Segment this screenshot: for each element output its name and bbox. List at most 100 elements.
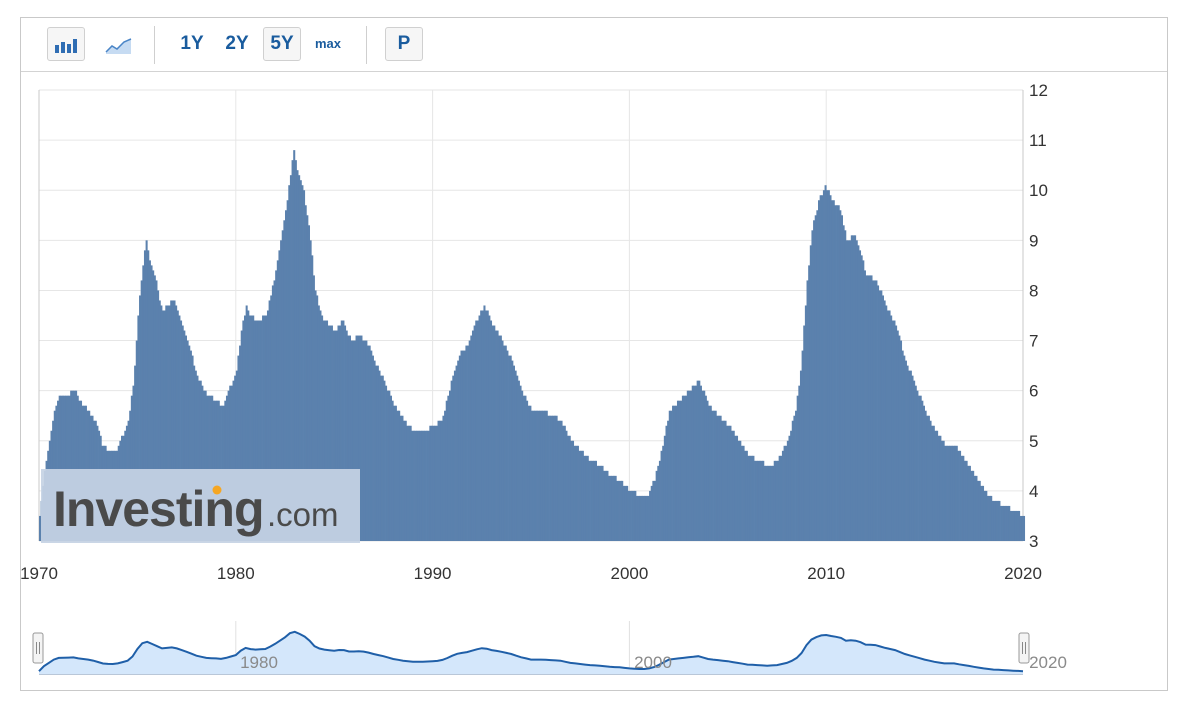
bar <box>585 455 588 541</box>
bar <box>501 340 504 541</box>
bar <box>703 390 706 541</box>
navigator-right-handle[interactable] <box>1018 632 1030 664</box>
bar <box>296 170 299 541</box>
bar <box>130 395 133 541</box>
bar <box>945 445 948 541</box>
bar <box>465 345 468 541</box>
navigator-label: 2000 <box>634 653 672 672</box>
bar <box>311 255 314 541</box>
bar <box>535 410 538 541</box>
y-tick-label: 11 <box>1029 131 1047 150</box>
bar <box>183 330 186 541</box>
bar <box>862 260 865 541</box>
bar <box>430 425 433 541</box>
bar <box>706 400 709 541</box>
bar <box>975 475 978 541</box>
bar <box>299 180 302 541</box>
bar <box>1023 515 1026 541</box>
bar <box>941 440 944 541</box>
bar <box>329 325 332 541</box>
bar <box>614 475 617 541</box>
p-button[interactable]: P <box>385 27 423 61</box>
bar <box>358 335 361 541</box>
bar <box>494 330 497 541</box>
bar <box>918 395 921 541</box>
bar <box>491 325 494 541</box>
bar <box>570 440 573 541</box>
bar <box>594 460 597 541</box>
range-button-max[interactable]: max <box>314 36 342 51</box>
bar <box>432 425 435 541</box>
bar <box>257 320 260 541</box>
bar <box>463 350 466 541</box>
bar <box>239 345 242 541</box>
bar <box>583 455 586 541</box>
bar <box>860 255 863 541</box>
navigator[interactable]: 1980 2000 2020 <box>21 18 1167 690</box>
bar <box>637 495 640 541</box>
bar <box>818 200 821 541</box>
area-chart-button[interactable] <box>99 27 137 61</box>
bar <box>265 315 268 541</box>
bar <box>309 240 312 542</box>
bar <box>539 410 542 541</box>
bar <box>498 335 501 541</box>
range-button-5y[interactable]: 5Y <box>263 27 301 61</box>
bar <box>298 175 301 541</box>
bar <box>247 310 250 541</box>
bar <box>173 300 176 541</box>
bar <box>512 365 515 541</box>
bar <box>280 240 283 542</box>
bar <box>711 410 714 541</box>
bar <box>485 310 488 541</box>
bar <box>558 420 561 541</box>
bar <box>732 430 735 541</box>
bar <box>1003 505 1006 541</box>
bar <box>71 390 74 541</box>
y-tick-label: 10 <box>1029 181 1048 200</box>
bar <box>547 415 550 541</box>
bar <box>281 230 284 542</box>
bar <box>670 410 673 541</box>
bar <box>660 450 663 541</box>
bar <box>545 410 548 541</box>
bar <box>386 390 389 541</box>
bar <box>737 440 740 541</box>
bar <box>857 245 860 541</box>
bar <box>852 235 855 542</box>
bar <box>854 235 857 542</box>
bar <box>163 310 166 541</box>
bar <box>867 275 870 541</box>
range-button-1y[interactable]: 1Y <box>180 33 204 54</box>
bar <box>824 185 827 541</box>
range-button-2y[interactable]: 2Y <box>225 33 249 54</box>
bar <box>511 360 514 541</box>
bar <box>142 265 145 541</box>
bar <box>996 500 999 541</box>
bar <box>977 480 980 541</box>
bar <box>460 350 463 541</box>
bar <box>529 405 532 541</box>
bar <box>478 315 481 541</box>
bar <box>357 335 360 541</box>
bar-chart-button[interactable] <box>47 27 85 61</box>
bar <box>75 390 78 541</box>
bar <box>317 305 320 541</box>
bar <box>849 240 852 542</box>
bar <box>729 425 732 541</box>
bar <box>719 415 722 541</box>
bar <box>134 365 137 541</box>
bar <box>327 325 330 541</box>
bar <box>285 210 288 541</box>
bar <box>486 310 489 541</box>
navigator-left-handle[interactable] <box>32 632 44 664</box>
bar <box>540 410 543 541</box>
bar <box>691 385 694 541</box>
bar <box>334 330 337 541</box>
bar <box>383 380 386 541</box>
bar <box>806 280 809 541</box>
bar <box>880 290 883 541</box>
bar <box>796 395 799 541</box>
bar <box>932 425 935 541</box>
bar <box>973 475 976 541</box>
